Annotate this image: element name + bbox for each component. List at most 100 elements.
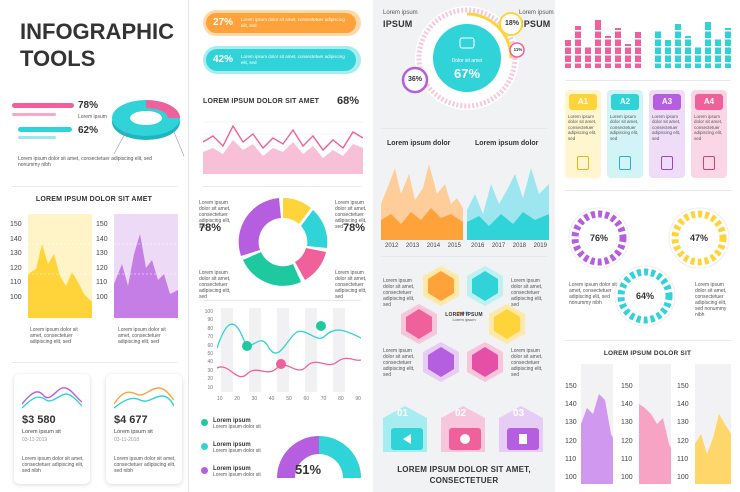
card-1-date: 03-11-2019 xyxy=(22,437,48,443)
area-caption-right: Lorem ipsum dolor sit amet, consectetuer… xyxy=(118,327,166,345)
gear-note-right: Lorem ipsum dolor sit amet, consectetuer… xyxy=(695,282,727,318)
pink-equalizer xyxy=(565,20,645,68)
step-3-number: 03 xyxy=(513,408,525,419)
document-icon xyxy=(661,156,673,170)
divider xyxy=(381,256,547,257)
gear-pct-64: 64% xyxy=(635,291,654,301)
progress-pill-2: 42% Lorem ipsum dolor sit amet, consecte… xyxy=(203,46,361,74)
progress-2-pct: 42% xyxy=(213,54,234,65)
tag-card-a3: A3 Lorem ipsum dolor sit amet, consectet… xyxy=(649,90,685,178)
hexagon-cluster xyxy=(401,266,525,382)
tag-a3-text: Lorem ipsum dolor sit amet, consectetuer… xyxy=(652,114,681,141)
bullet-icon xyxy=(201,443,208,450)
line-chart-title: LOREM IPSUM DOLOR SIT AMET xyxy=(203,98,320,105)
donut-left-text: Lorem ipsum dolor sit amet, consectetuer… xyxy=(199,200,231,230)
legend-bar-pink xyxy=(12,103,74,108)
bullet-icon xyxy=(201,419,208,426)
ring-gauge xyxy=(401,6,525,110)
legend-list: Lorem ipsum Lorem ipsum dolor sit Lorem i… xyxy=(201,418,261,490)
card-1-label: Lorem ipsum sit xyxy=(22,429,61,435)
stat-card-1: $3 580 Lorem ipsum sit 03-11-2019 Lorem … xyxy=(14,374,90,484)
gear-pct-47: 47% xyxy=(689,233,708,243)
progress-1-text: Lorem ipsum dolor sit amet, consectetuer… xyxy=(241,17,345,28)
card-2-value: $4 677 xyxy=(114,414,148,426)
area-caption-left: Lorem ipsum dolor sit amet, consectetuer… xyxy=(30,327,78,345)
area-chart-title: LOREM IPSUM DOLOR SIT AMET xyxy=(35,196,153,203)
bottom-yaxis-3: 150 140 130 120 110 100 xyxy=(677,383,689,482)
yellow-area-chart xyxy=(28,214,92,318)
orange-chart-xaxis: 2012 2013 2014 2015 xyxy=(385,243,461,249)
pink-mini-area xyxy=(639,364,671,484)
gear-note-left: Lorem ipsum dolor sit amet, consectetuer… xyxy=(569,282,617,306)
ring-center-pct: 67% xyxy=(453,66,481,81)
divider xyxy=(381,128,547,129)
purple-mini-area xyxy=(581,364,613,484)
ring-center-text: Dolor sit amet xyxy=(451,58,483,64)
cyan-equalizer xyxy=(655,22,735,68)
ring-label-right-small: Lorem ipsum xyxy=(519,10,554,16)
donut-right-text: Lorem ipsum dolor sit amet, consectetuer… xyxy=(335,200,367,230)
area-orange-title: Lorem ipsum dolor xyxy=(387,140,451,147)
card-2-sparkline xyxy=(114,387,174,409)
divider xyxy=(565,190,731,191)
progress-2-text: Lorem ipsum dolor sit amet, consectetuer… xyxy=(241,54,345,65)
pink-line-chart xyxy=(203,121,363,174)
legend-sub-1: Lorem ipsum xyxy=(78,114,107,120)
legend-bar-cyan xyxy=(18,127,72,132)
column-3: Lorem ipsum IPSUM Lorem ipsum IPSUM Dolo… xyxy=(373,0,555,492)
page-title: INFOGRAPHIC TOOLS xyxy=(20,19,174,71)
ring-label-right: IPSUM xyxy=(521,19,551,29)
tag-a2-text: Lorem ipsum dolor sit amet, consectetuer… xyxy=(610,114,639,141)
legend-item: Lorem ipsum Lorem ipsum dolor sit xyxy=(201,442,261,466)
bottom-yaxis-2: 150 140 130 120 110 100 xyxy=(621,383,633,482)
step-2-number: 02 xyxy=(455,408,467,419)
yellow-mini-area xyxy=(695,364,731,484)
purple-area-chart xyxy=(114,214,178,318)
card-1-text: Lorem ipsum dolor sit amet, consectetuer… xyxy=(22,456,84,474)
tag-a1: A1 xyxy=(569,94,597,110)
line-chart-pct: 68% xyxy=(337,95,360,107)
tag-card-a4: A4 Lorem ipsum dolor sit amet, consectet… xyxy=(691,90,727,178)
ring-label-left: IPSUM xyxy=(383,19,413,29)
legend-bar-pink-light xyxy=(12,113,56,116)
document-icon xyxy=(703,156,715,170)
stat-card-2: $4 677 Lorem ipsum sit 03-11-2018 Lorem … xyxy=(106,374,182,484)
hex-center-title: LOREM IPSUM xyxy=(445,312,483,318)
tag-a3: A3 xyxy=(653,94,681,110)
progress-pill-1: 27% Lorem ipsum dolor sit amet, consecte… xyxy=(203,10,361,36)
step-arrows xyxy=(383,406,543,452)
half-gauge-chart xyxy=(277,436,361,478)
blue-area-chart xyxy=(467,168,549,240)
area-yaxis-right: 150 140 130 120 110 100 xyxy=(96,221,108,301)
hex-note-2: Lorem ipsum dolor sit amet, consectetuer… xyxy=(511,278,543,308)
legend-bar-cyan-light xyxy=(18,136,56,139)
hex-note-4: Lorem ipsum dolor sit amet, consectetuer… xyxy=(511,348,543,378)
multi-line-chart xyxy=(217,308,361,392)
tag-card-a1: A1 Lorem ipsum dolor sit amet, consectet… xyxy=(565,90,601,178)
donut-left-pct: 78% xyxy=(199,222,222,234)
area-blue-title: Lorem ipsum dolor xyxy=(475,140,539,147)
blue-chart-xaxis: 2016 2017 2018 2019 xyxy=(471,243,547,249)
card-1-value: $3 580 xyxy=(22,414,56,426)
divider xyxy=(203,186,361,187)
steps-footer: LOREM IPSUM DOLOR SIT AMET, CONSECTETUER xyxy=(397,465,531,485)
donut-right-caption: Lorem ipsum dolor sit amet, consectetuer… xyxy=(335,270,367,300)
hex-note-1: Lorem ipsum dolor sit amet, consectetuer… xyxy=(383,278,415,308)
gauge-pct: 51% xyxy=(295,462,322,477)
legend-item: Lorem ipsum Lorem ipsum dolor sit xyxy=(201,418,261,442)
intro-text: Lorem ipsum dolor sit amet, consectetuer… xyxy=(18,156,152,168)
tag-a2: A2 xyxy=(611,94,639,110)
segmented-donut-chart xyxy=(238,197,328,286)
step-1-number: 01 xyxy=(397,408,409,419)
tag-a4-text: Lorem ipsum dolor sit amet, consectetuer… xyxy=(694,114,723,141)
bottom-yaxis-1: 150 140 130 120 110 100 xyxy=(565,383,577,482)
divider xyxy=(12,186,177,187)
column-1: INFOGRAPHIC TOOLS 78% Lorem ipsum 62% Lo… xyxy=(0,0,188,492)
bullet-icon xyxy=(201,467,208,474)
ring-pct-11: 11% xyxy=(513,47,523,52)
area-yaxis-left: 150 140 130 120 110 100 xyxy=(10,221,22,301)
column-4: A1 Lorem ipsum dolor sit amet, consectet… xyxy=(555,0,740,492)
legend-pct-2: 62% xyxy=(78,125,99,136)
ring-pct-18: 18% xyxy=(504,20,519,27)
gear-pct-76: 76% xyxy=(589,233,608,243)
